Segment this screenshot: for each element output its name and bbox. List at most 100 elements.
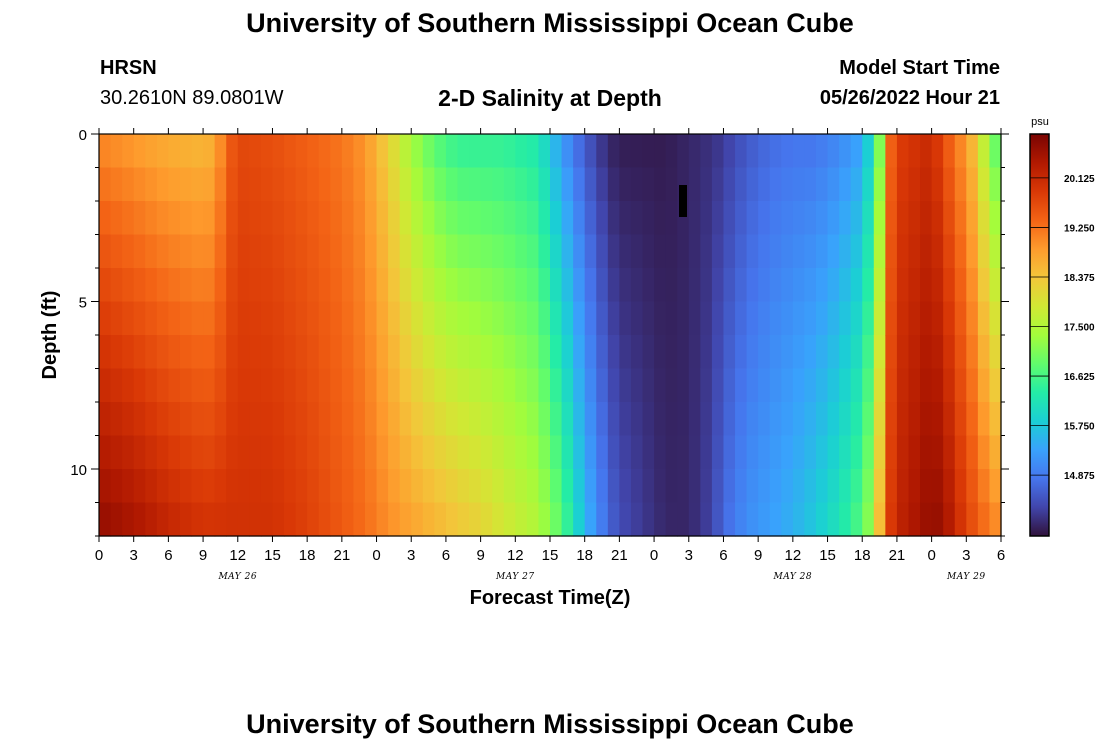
heatmap-cell — [133, 502, 146, 537]
heatmap-cell — [688, 167, 701, 202]
heatmap-cell — [480, 368, 493, 403]
heatmap-cell — [642, 402, 655, 437]
heatmap-cell — [804, 268, 817, 303]
heatmap-cell — [735, 268, 748, 303]
heatmap-cell — [179, 402, 193, 437]
heatmap-cell — [943, 167, 956, 202]
heatmap-cell — [619, 134, 632, 169]
heatmap-cell — [896, 201, 910, 236]
heatmap-cell — [954, 134, 967, 169]
heatmap-cell — [584, 301, 597, 336]
heatmap-cell — [156, 201, 169, 236]
heatmap-cell — [179, 201, 193, 236]
x-tick-label: 15 — [542, 547, 559, 564]
heatmap-cell — [434, 134, 447, 169]
heatmap-cell — [781, 301, 794, 336]
heatmap-cell — [249, 268, 262, 303]
heatmap-cell — [422, 201, 435, 236]
heatmap-cell — [758, 134, 771, 169]
heatmap-cell — [318, 368, 331, 403]
heatmap-cell — [815, 368, 829, 403]
colorbar-unit: psu — [1031, 116, 1049, 128]
heatmap-cell — [804, 301, 817, 336]
heatmap-cell — [850, 301, 863, 336]
heatmap-cell — [353, 268, 366, 303]
heatmap-cell — [445, 335, 459, 370]
heatmap-cell — [399, 368, 412, 403]
heatmap-cell — [480, 469, 493, 504]
heatmap-cell — [642, 234, 655, 269]
heatmap-cell — [376, 435, 389, 470]
heatmap-cell — [573, 368, 586, 403]
heatmap-cell — [827, 134, 840, 169]
heatmap-cell — [619, 469, 632, 504]
heatmap-cell — [573, 234, 586, 269]
x-tick-label: 12 — [785, 547, 802, 564]
heatmap-cell — [156, 134, 169, 169]
heatmap-cell — [168, 402, 181, 437]
heatmap-cell — [931, 134, 944, 169]
heatmap-cell — [769, 268, 782, 303]
heatmap-cell — [260, 167, 274, 202]
heatmap-cell — [792, 435, 806, 470]
heatmap-cell — [156, 435, 169, 470]
heatmap-cell — [769, 469, 782, 504]
heatmap-cell — [700, 201, 713, 236]
heatmap-cell — [122, 167, 135, 202]
heatmap-cell — [99, 201, 112, 236]
heatmap-cell — [214, 268, 227, 303]
heatmap-cell — [862, 167, 875, 202]
heatmap-cell — [295, 502, 308, 537]
heatmap-cell — [376, 335, 389, 370]
heatmap-cell — [122, 402, 135, 437]
heatmap-cell — [376, 268, 389, 303]
heatmap-cell — [977, 201, 991, 236]
heatmap-cell — [110, 368, 123, 403]
heatmap-cell — [827, 301, 840, 336]
heatmap-cell — [272, 268, 285, 303]
heatmap-cell — [445, 368, 459, 403]
heatmap-cell — [503, 301, 516, 336]
x-tick-label: 0 — [927, 547, 935, 564]
heatmap-cell — [931, 201, 944, 236]
heatmap-cell — [99, 234, 112, 269]
heatmap-cell — [422, 301, 435, 336]
x-tick-label: 0 — [650, 547, 658, 564]
heatmap-cell — [688, 502, 701, 537]
heatmap-cell — [295, 234, 308, 269]
heatmap-cell — [596, 201, 609, 236]
heatmap-cell — [665, 167, 678, 202]
heatmap-cell — [168, 435, 181, 470]
heatmap-cell — [133, 234, 146, 269]
heatmap-cell — [214, 502, 227, 537]
heatmap-cell — [480, 234, 493, 269]
heatmap-cell — [133, 134, 146, 169]
heatmap-cell — [804, 368, 817, 403]
heatmap-cell — [457, 167, 470, 202]
heatmap-cell — [353, 201, 366, 236]
heatmap-cell — [943, 134, 956, 169]
heatmap-cell — [607, 469, 620, 504]
heatmap-cell — [607, 201, 620, 236]
heatmap-cell — [214, 134, 227, 169]
heatmap-cell — [966, 435, 979, 470]
heatmap-cell — [977, 402, 991, 437]
heatmap-cell — [758, 167, 771, 202]
heatmap-cell — [573, 469, 586, 504]
heatmap-cell — [596, 167, 609, 202]
heatmap-cell — [758, 402, 771, 437]
heatmap-cell — [746, 435, 759, 470]
heatmap-cell — [619, 335, 632, 370]
heatmap-cell — [284, 268, 297, 303]
heatmap-cell — [284, 402, 297, 437]
heatmap-cell — [700, 502, 713, 537]
heatmap-cell — [515, 201, 528, 236]
heatmap-cell — [492, 201, 505, 236]
heatmap-cell — [480, 134, 493, 169]
heatmap-cell — [920, 402, 933, 437]
heatmap-cell — [908, 435, 921, 470]
heatmap-cell — [434, 335, 447, 370]
heatmap-cell — [723, 502, 736, 537]
heatmap-cell — [538, 268, 551, 303]
heatmap-cell — [723, 301, 736, 336]
